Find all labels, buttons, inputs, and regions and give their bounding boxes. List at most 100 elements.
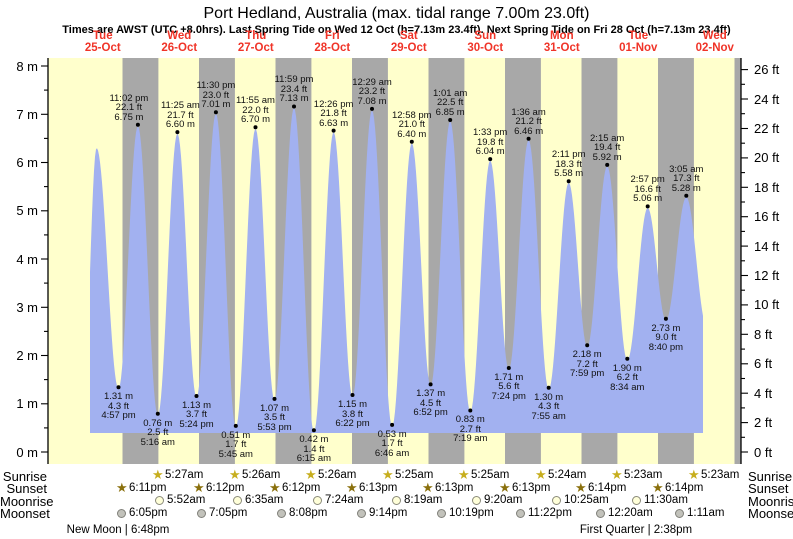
moonrise-time: 10:25am — [564, 494, 609, 506]
tide-label-line: 2:57 pm — [630, 174, 665, 186]
tide-label-line: 1.71 m — [494, 371, 524, 383]
tide-label-line: 11:30 pm — [196, 80, 236, 92]
sunset-star-icon: ★ — [116, 480, 128, 496]
tide-label-line: 1.7 ft — [225, 439, 247, 451]
tide-label-line: 5:16 am — [140, 436, 175, 448]
high-tide-label: 12:29 am 23.2 ft 7.08 m — [337, 78, 407, 107]
tide-label-line: 1:33 pm — [473, 127, 508, 139]
low-tide-label: 2.18 m 7.2 ft 7:59 pm — [552, 350, 622, 379]
tide-extreme-dot — [253, 125, 258, 130]
tide-extreme-dot — [409, 139, 414, 144]
day-date: 28-Oct — [314, 41, 351, 54]
right-axis-label: 0 ft — [754, 444, 773, 460]
tide-label-line: 21.2 ft — [515, 116, 542, 128]
almanac-row-label-left: Moonrise — [0, 493, 54, 509]
tide-label-line: 9.0 ft — [655, 332, 677, 344]
tide-label-line: 4.3 ft — [107, 400, 130, 412]
tide-label-line: 6.04 m — [475, 146, 505, 158]
sunset-time: 6:12pm — [282, 481, 321, 494]
high-tide-label: 12:58 pm 21.0 ft 6.40 m — [377, 111, 447, 140]
sunset-time: 6:14pm — [588, 481, 627, 494]
sunrise-time: 5:26am — [242, 469, 281, 481]
day-date: 29-Oct — [390, 41, 427, 54]
tide-extreme-dot — [390, 422, 395, 427]
day-of-week: Sun — [474, 30, 497, 42]
sunset-star-icon: ★ — [422, 480, 434, 496]
moonset-circle-icon — [117, 508, 126, 518]
day-header: Tue 25-Oct — [68, 30, 138, 54]
tide-label-line: 6.2 ft — [616, 372, 638, 384]
tide-label-line: 1.37 m — [416, 388, 446, 400]
sunset-star-icon: ★ — [269, 480, 281, 496]
tide-label-line: 7.01 m — [201, 99, 231, 111]
low-tide-label: 1.13 m 3.7 ft 5:24 pm — [162, 401, 232, 430]
high-tide-label: 1:33 pm 19.8 ft 6.04 m — [455, 128, 525, 157]
low-tide-label: 1.37 m 4.5 ft 6:52 pm — [396, 389, 466, 418]
day-header: Sat 29-Oct — [374, 30, 444, 54]
tide-extreme-dot — [488, 157, 493, 162]
day-date: 30-Oct — [467, 41, 504, 54]
low-tide-label: 1.90 m 6.2 ft 8:34 am — [592, 364, 662, 393]
tide-label-line: 1.30 m — [534, 391, 564, 403]
tide-label-line: 6:22 pm — [335, 418, 370, 429]
sunrise-star-icon: ★ — [152, 468, 164, 483]
tide-label-line: 1.15 m — [337, 399, 368, 410]
moonset-time: 6:05pm — [129, 506, 168, 519]
tide-label-line: 0.42 m — [299, 434, 329, 446]
almanac-row-label-left: Sunrise — [2, 468, 47, 484]
tide-label-line: 5.06 m — [633, 193, 663, 205]
moonset-circle-icon — [437, 508, 446, 518]
low-tide-label: 1.15 m 3.8 ft 6:22 pm — [318, 400, 388, 429]
tide-label-line: 7.2 ft — [576, 358, 598, 370]
tide-extreme-dot — [155, 411, 160, 416]
moonset-circle-icon — [277, 508, 286, 518]
tide-label-line: 2.7 ft — [459, 423, 481, 435]
right-axis-label: 6 ft — [754, 356, 773, 372]
low-tide-label: 1.31 m 4.3 ft 4:57 pm — [84, 392, 154, 421]
tide-label-line: 5:24 pm — [179, 418, 214, 430]
tide-extreme-dot — [506, 366, 511, 370]
tide-label-line: 0.76 m — [143, 417, 173, 429]
moonrise-circle-icon — [632, 496, 641, 505]
high-tide-label: 1:01 am 22.5 ft 6.85 m — [415, 89, 485, 118]
tide-label-line: 2.18 m — [572, 349, 602, 361]
tide-extreme-dot — [350, 393, 355, 397]
tide-label-line: 1.7 ft — [381, 438, 403, 450]
tide-label-line: 11:55 am — [236, 95, 275, 107]
sunrise-star-icon: ★ — [688, 468, 700, 483]
day-header: Fri 28-Oct — [297, 30, 367, 54]
moonset-time: 7:05pm — [209, 506, 248, 519]
sunrise-star-icon: ★ — [611, 468, 623, 483]
tide-label-line: 2.73 m — [651, 322, 681, 334]
tide-extreme-dot — [468, 408, 473, 413]
tide-extreme-dot — [116, 385, 121, 390]
high-tide-label: 11:02 pm 22.1 ft 6.75 m — [94, 94, 164, 123]
moonrise-time: 5:52am — [167, 494, 206, 506]
tide-extreme-dot — [135, 122, 140, 127]
moonset-circle-icon — [516, 508, 525, 518]
tide-extreme-dot — [428, 382, 433, 387]
moonset-time: 12:20am — [608, 506, 653, 519]
moonrise-circle-icon — [313, 496, 322, 505]
low-tide-label: 0.76 m 2.5 ft 5:16 am — [123, 419, 193, 448]
left-axis-label: 8 m — [16, 58, 38, 74]
high-tide-label: 2:57 pm 16.6 ft 5.06 m — [613, 175, 683, 204]
sunrise-time: 5:23am — [624, 469, 663, 481]
tide-label-line: 6.85 m — [435, 106, 465, 118]
tide-label-line: 12:26 pm — [313, 98, 354, 110]
tide-label-line: 23.0 ft — [202, 89, 230, 101]
moonset-time: 10:19pm — [449, 506, 494, 519]
high-tide-label: 2:11 pm 18.3 ft 5.58 m — [534, 150, 604, 179]
tide-label-line: 5.58 m — [554, 168, 584, 180]
tide-label-line: 18.3 ft — [555, 158, 582, 170]
high-tide-label: 11:55 am 22.0 ft 6.70 m — [221, 96, 291, 125]
sunset-time: 6:14pm — [665, 481, 704, 494]
tide-label-line: 21.0 ft — [398, 119, 425, 131]
tide-area — [90, 108, 703, 433]
tide-label-line: 6:52 pm — [413, 407, 448, 419]
moon-phase-label: First Quarter | 2:38pm — [579, 524, 693, 536]
almanac-row-label-right: Moonset — [748, 506, 793, 521]
tide-label-line: 1.4 ft — [303, 443, 325, 455]
day-header: Wed 26-Oct — [144, 30, 214, 54]
